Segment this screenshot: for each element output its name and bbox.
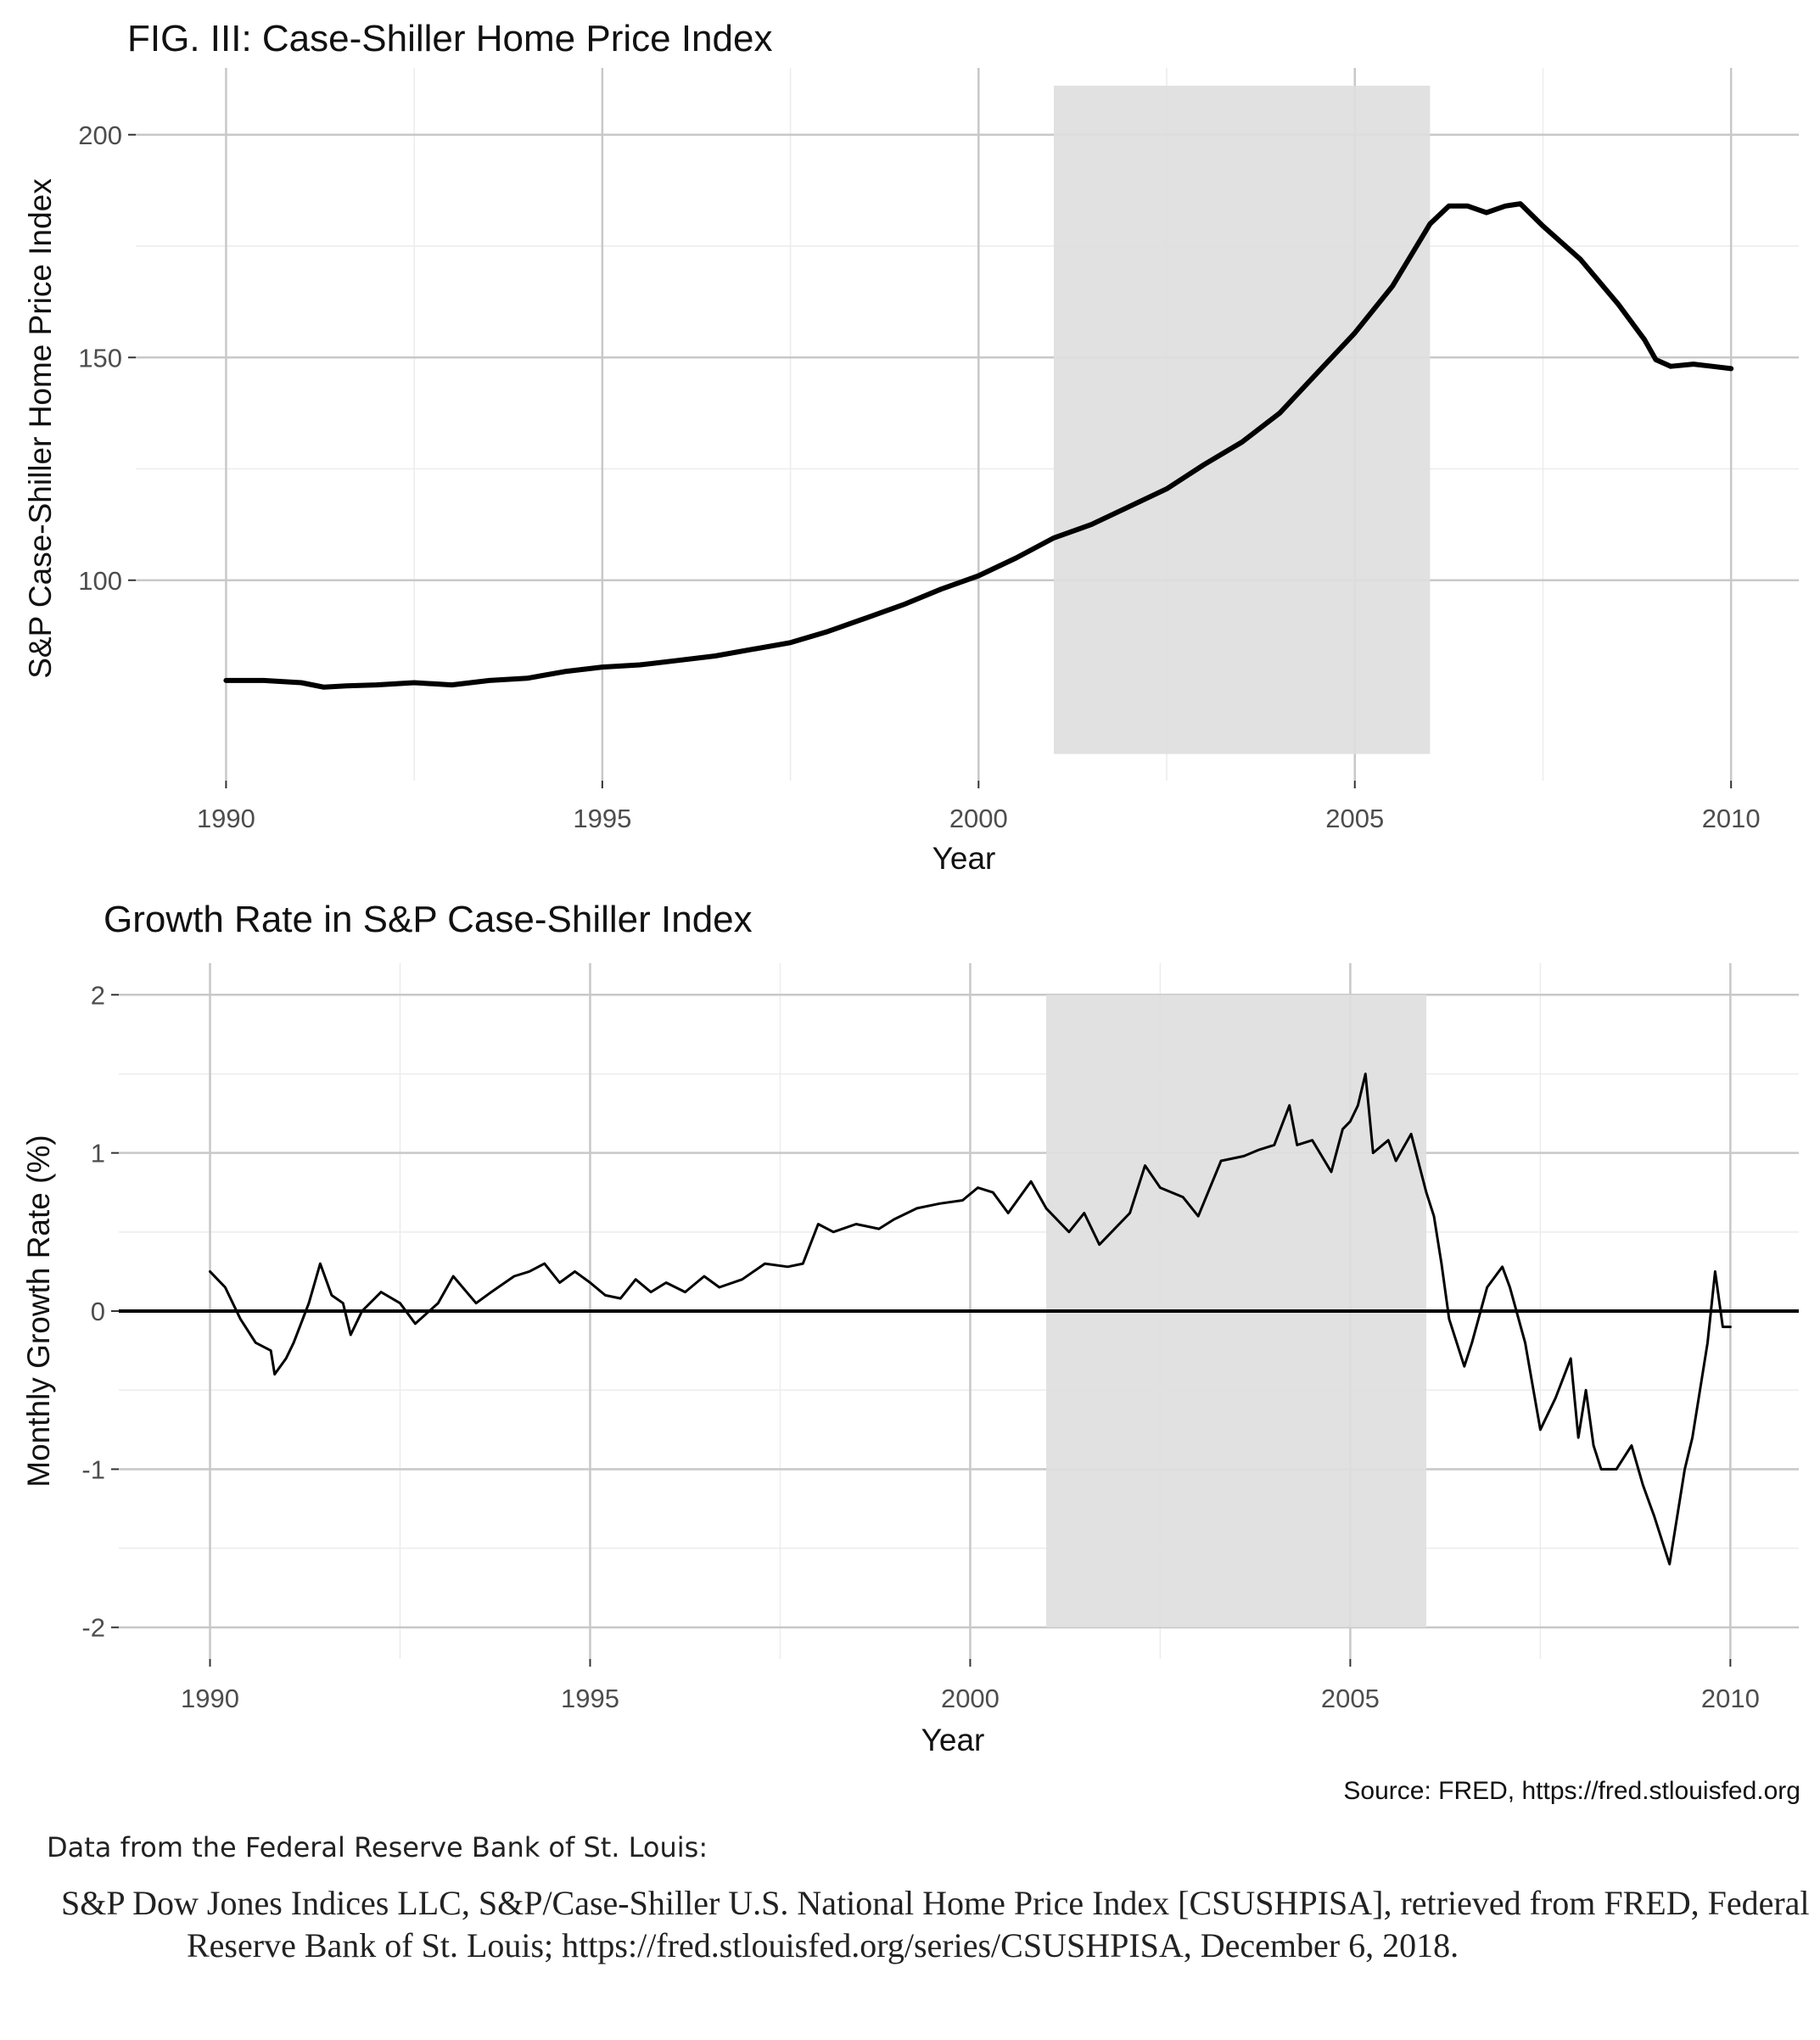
- price-chart-y-tick-label: 100: [78, 566, 122, 596]
- price-chart-y-tick-labels: 100 150 200: [78, 120, 136, 596]
- footnote-heading: Data from the Federal Reserve Bank of St…: [47, 1831, 708, 1863]
- price-chart-y-axis-label: S&P Case-Shiller Home Price Index: [23, 178, 58, 679]
- growth-chart-x-tick-label: 1995: [561, 1684, 619, 1713]
- growth-rate-chart: Growth Rate in S&P Case-Shiller Index -2…: [21, 899, 1799, 1757]
- growth-chart-y-tick-labels: -2 -1 0 1 2: [81, 980, 119, 1643]
- price-chart-x-tick-label: 2010: [1702, 804, 1761, 833]
- price-chart-x-axis-label: Year: [932, 841, 996, 876]
- price-chart-x-tick-labels: 1990 1995 2000 2005 2010: [197, 781, 1761, 833]
- source-note: Source: FRED, https://fred.stlouisfed.or…: [1343, 1777, 1800, 1805]
- price-chart-series: [223, 201, 1734, 690]
- growth-chart-x-tick-label: 2005: [1321, 1684, 1380, 1713]
- price-chart-x-tick-label: 1990: [197, 804, 255, 833]
- price-chart-shaded-rect: [1053, 86, 1431, 754]
- price-chart-y-tick-label: 200: [78, 120, 122, 150]
- price-chart-data-line: [223, 201, 1734, 690]
- price-chart-x-tick-label: 2005: [1325, 804, 1384, 833]
- price-chart-shaded-period: [1053, 86, 1431, 754]
- price-chart-title: FIG. III: Case-Shiller Home Price Index: [127, 18, 772, 59]
- growth-chart-x-tick-label: 2010: [1701, 1684, 1760, 1713]
- growth-chart-y-axis-label: Monthly Growth Rate (%): [21, 1135, 56, 1487]
- growth-chart-x-axis-label: Year: [921, 1723, 985, 1757]
- growth-chart-data-line: [209, 1073, 1732, 1566]
- growth-chart-x-tick-label: 1990: [181, 1684, 239, 1713]
- price-chart-grid: [136, 68, 1799, 781]
- footnote-citation: S&P Dow Jones Indices LLC, S&P/Case-Shil…: [61, 1884, 1810, 1964]
- price-chart-x-tick-label: 2000: [949, 804, 1008, 833]
- growth-chart-y-tick-label: -1: [81, 1454, 105, 1484]
- price-chart-y-tick-label: 150: [78, 343, 122, 373]
- growth-chart-y-tick-label: 1: [91, 1139, 105, 1169]
- growth-chart-y-tick-label: 2: [91, 980, 105, 1010]
- growth-chart-series: [209, 1073, 1732, 1566]
- growth-chart-title: Growth Rate in S&P Case-Shiller Index: [104, 899, 753, 940]
- figure-canvas: FIG. III: Case-Shiller Home Price Index …: [21, 18, 1800, 1805]
- price-chart-x-tick-label: 1995: [573, 804, 631, 833]
- growth-chart-y-tick-label: 0: [91, 1297, 105, 1326]
- growth-chart-x-tick-label: 2000: [941, 1684, 1000, 1713]
- growth-chart-x-tick-labels: 1990 1995 2000 2005 2010: [181, 1659, 1760, 1713]
- growth-chart-y-tick-label: -2: [81, 1613, 105, 1643]
- price-index-chart: FIG. III: Case-Shiller Home Price Index …: [23, 18, 1799, 876]
